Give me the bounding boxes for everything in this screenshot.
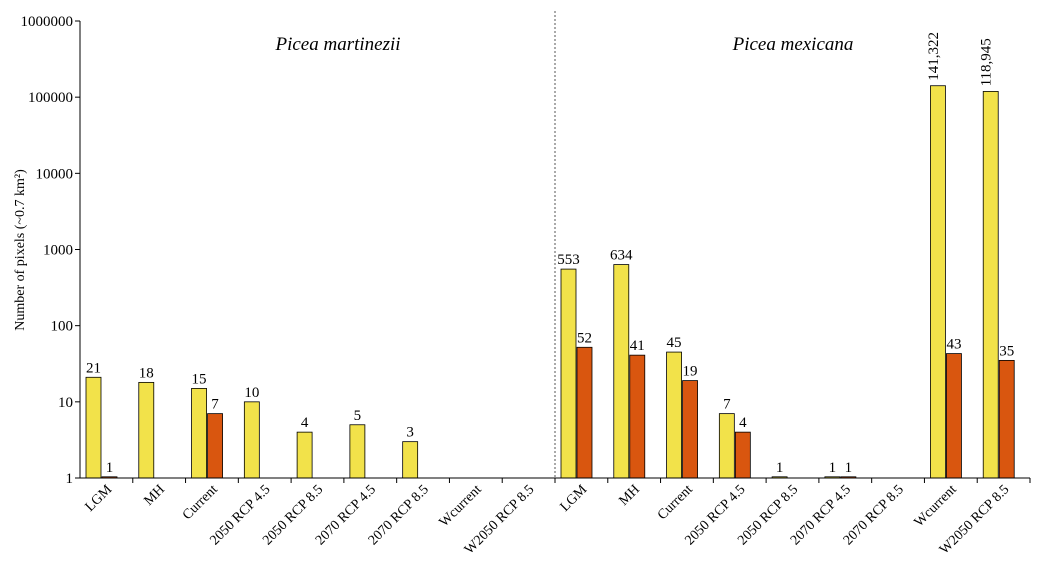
bar-mexicana-series-1 xyxy=(930,85,946,479)
y-axis-ticks: 1 10 100 1000 10000 100000 1000000 xyxy=(21,14,80,487)
bar-value-label: 19 xyxy=(683,364,698,380)
y-tick-label: 1000 xyxy=(43,243,73,259)
y-axis-label: Number of pixels (~0.7 km²) xyxy=(13,169,28,331)
x-category-label: Wcurrent xyxy=(912,482,960,530)
bar-value-label: 4 xyxy=(739,415,747,431)
x-category-label: LGM xyxy=(83,482,116,515)
bar-value-label: 118,945 xyxy=(979,38,995,86)
panel-title-picea-mexicana: Picea mexicana xyxy=(732,34,854,55)
bar-mexicana-series-2 xyxy=(576,346,593,479)
bar-value-label: 3 xyxy=(406,425,414,441)
bar-martinezii-series-1 xyxy=(243,401,260,479)
y-tick-label: 100 xyxy=(51,319,74,335)
bar-martinezii-series-1 xyxy=(191,388,207,479)
y-tick-label: 1 xyxy=(66,471,74,487)
bar-value-label: 7 xyxy=(723,397,731,413)
y-tick-label: 10000 xyxy=(36,166,74,182)
bar-value-label: 141,322 xyxy=(926,32,942,81)
bar-mexicana-series-1 xyxy=(718,413,735,479)
bar-martinezii-series-1 xyxy=(138,381,155,479)
bar-martinezii-series-1 xyxy=(349,424,366,479)
bar-value-label: 21 xyxy=(86,360,101,376)
y-tick-label: 10 xyxy=(58,395,73,411)
bars-layer xyxy=(85,85,1015,479)
bar-value-label: 7 xyxy=(211,397,219,413)
y-tick-label: 100000 xyxy=(28,90,73,106)
bar-value-label: 553 xyxy=(557,252,580,268)
bar-mexicana-series-1 xyxy=(560,268,577,479)
x-category-label: MH xyxy=(616,482,643,509)
x-category-label: MH xyxy=(141,482,168,509)
bar-value-label: 10 xyxy=(244,385,259,401)
bar-value-label: 1 xyxy=(829,460,837,476)
x-category-label: Current xyxy=(180,482,221,523)
bar-value-label: 43 xyxy=(946,337,961,353)
bar-martinezii-series-1 xyxy=(85,376,102,479)
axes-layer xyxy=(79,11,1030,479)
bar-martinezii-series-2 xyxy=(207,413,223,479)
bar-mexicana-series-2 xyxy=(946,353,962,479)
bar-value-label: 1 xyxy=(106,460,114,476)
bar-value-label: 1 xyxy=(845,460,853,476)
bar-value-label: 35 xyxy=(999,343,1014,359)
bar-mexicana-series-1 xyxy=(666,351,682,479)
bar-mexicana-series-1 xyxy=(613,264,630,479)
bar-value-label: 41 xyxy=(630,338,645,354)
bar-martinezii-series-1 xyxy=(296,431,313,479)
x-category-label: Wcurrent xyxy=(437,482,485,530)
y-tick-label: 1000000 xyxy=(21,14,74,30)
bar-value-label: 4 xyxy=(301,415,309,431)
x-category-label: Current xyxy=(655,482,696,523)
bar-value-label: 634 xyxy=(610,248,633,264)
bar-mexicana-series-2 xyxy=(629,354,646,479)
bar-mexicana-series-2 xyxy=(682,380,698,479)
bar-value-label: 18 xyxy=(139,365,154,381)
bar-value-label: 5 xyxy=(354,408,362,424)
panel-title-picea-martinezii: Picea martinezii xyxy=(274,34,400,55)
bar-value-label: 15 xyxy=(192,371,207,387)
bar-value-label: 52 xyxy=(577,330,592,346)
bar-mexicana-series-2 xyxy=(998,359,1015,479)
bar-value-label: 45 xyxy=(667,335,682,351)
bar-mexicana-series-2 xyxy=(734,431,751,479)
bar-value-label: 1 xyxy=(776,460,784,476)
bar-mexicana-series-1 xyxy=(982,91,999,479)
bar-martinezii-series-1 xyxy=(402,441,419,479)
x-category-label: LGM xyxy=(558,482,591,515)
